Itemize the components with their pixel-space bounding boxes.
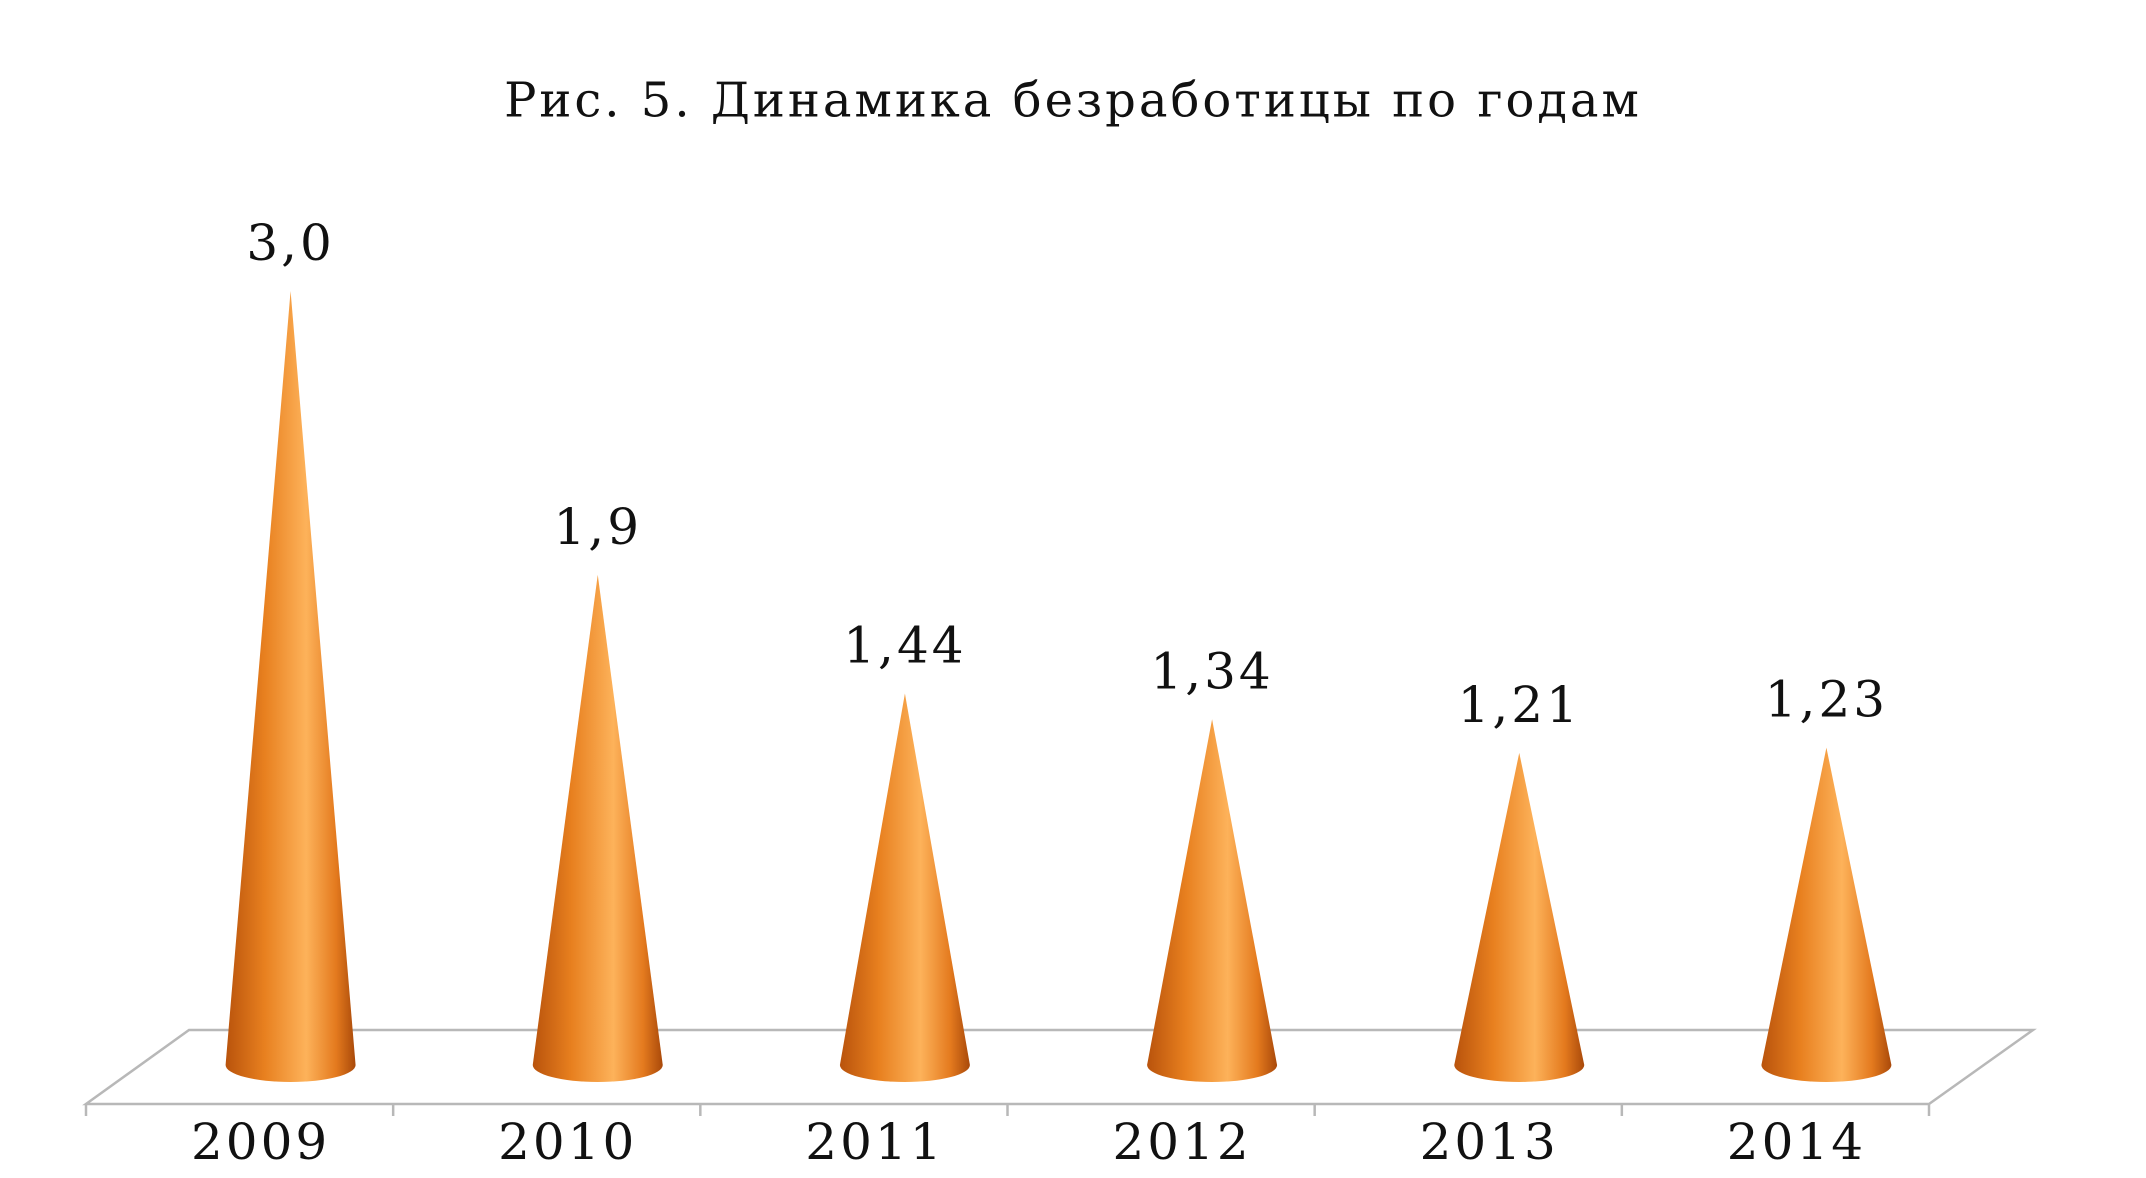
data-label: 1,9 bbox=[553, 498, 642, 556]
data-label: 1,34 bbox=[1150, 642, 1273, 700]
cone-body bbox=[1454, 752, 1585, 1082]
cone bbox=[532, 574, 663, 1082]
data-label: 1,44 bbox=[843, 616, 966, 674]
data-label: 1,23 bbox=[1765, 671, 1888, 729]
x-tick-label: 2013 bbox=[1420, 1113, 1559, 1171]
x-tick-label: 2012 bbox=[1112, 1113, 1251, 1171]
cone bbox=[839, 693, 970, 1082]
cone-body bbox=[839, 693, 970, 1082]
cone-body bbox=[532, 574, 663, 1082]
x-tick-label: 2011 bbox=[805, 1113, 944, 1171]
cone bbox=[1454, 752, 1585, 1082]
cone-body bbox=[1147, 719, 1278, 1082]
data-label: 1,21 bbox=[1458, 676, 1581, 734]
cone bbox=[225, 291, 356, 1082]
cone bbox=[1147, 719, 1278, 1082]
cone-body bbox=[1761, 747, 1892, 1082]
data-label: 3,0 bbox=[246, 214, 335, 272]
cone-body bbox=[225, 291, 356, 1082]
x-tick-label: 2010 bbox=[498, 1113, 637, 1171]
floor bbox=[82, 1028, 2037, 1106]
cone bbox=[1761, 747, 1892, 1082]
x-tick-label: 2014 bbox=[1727, 1113, 1866, 1171]
x-tick-label: 2009 bbox=[191, 1113, 330, 1171]
chart-title: Рис. 5. Динамика безработицы по годам bbox=[504, 73, 1642, 129]
